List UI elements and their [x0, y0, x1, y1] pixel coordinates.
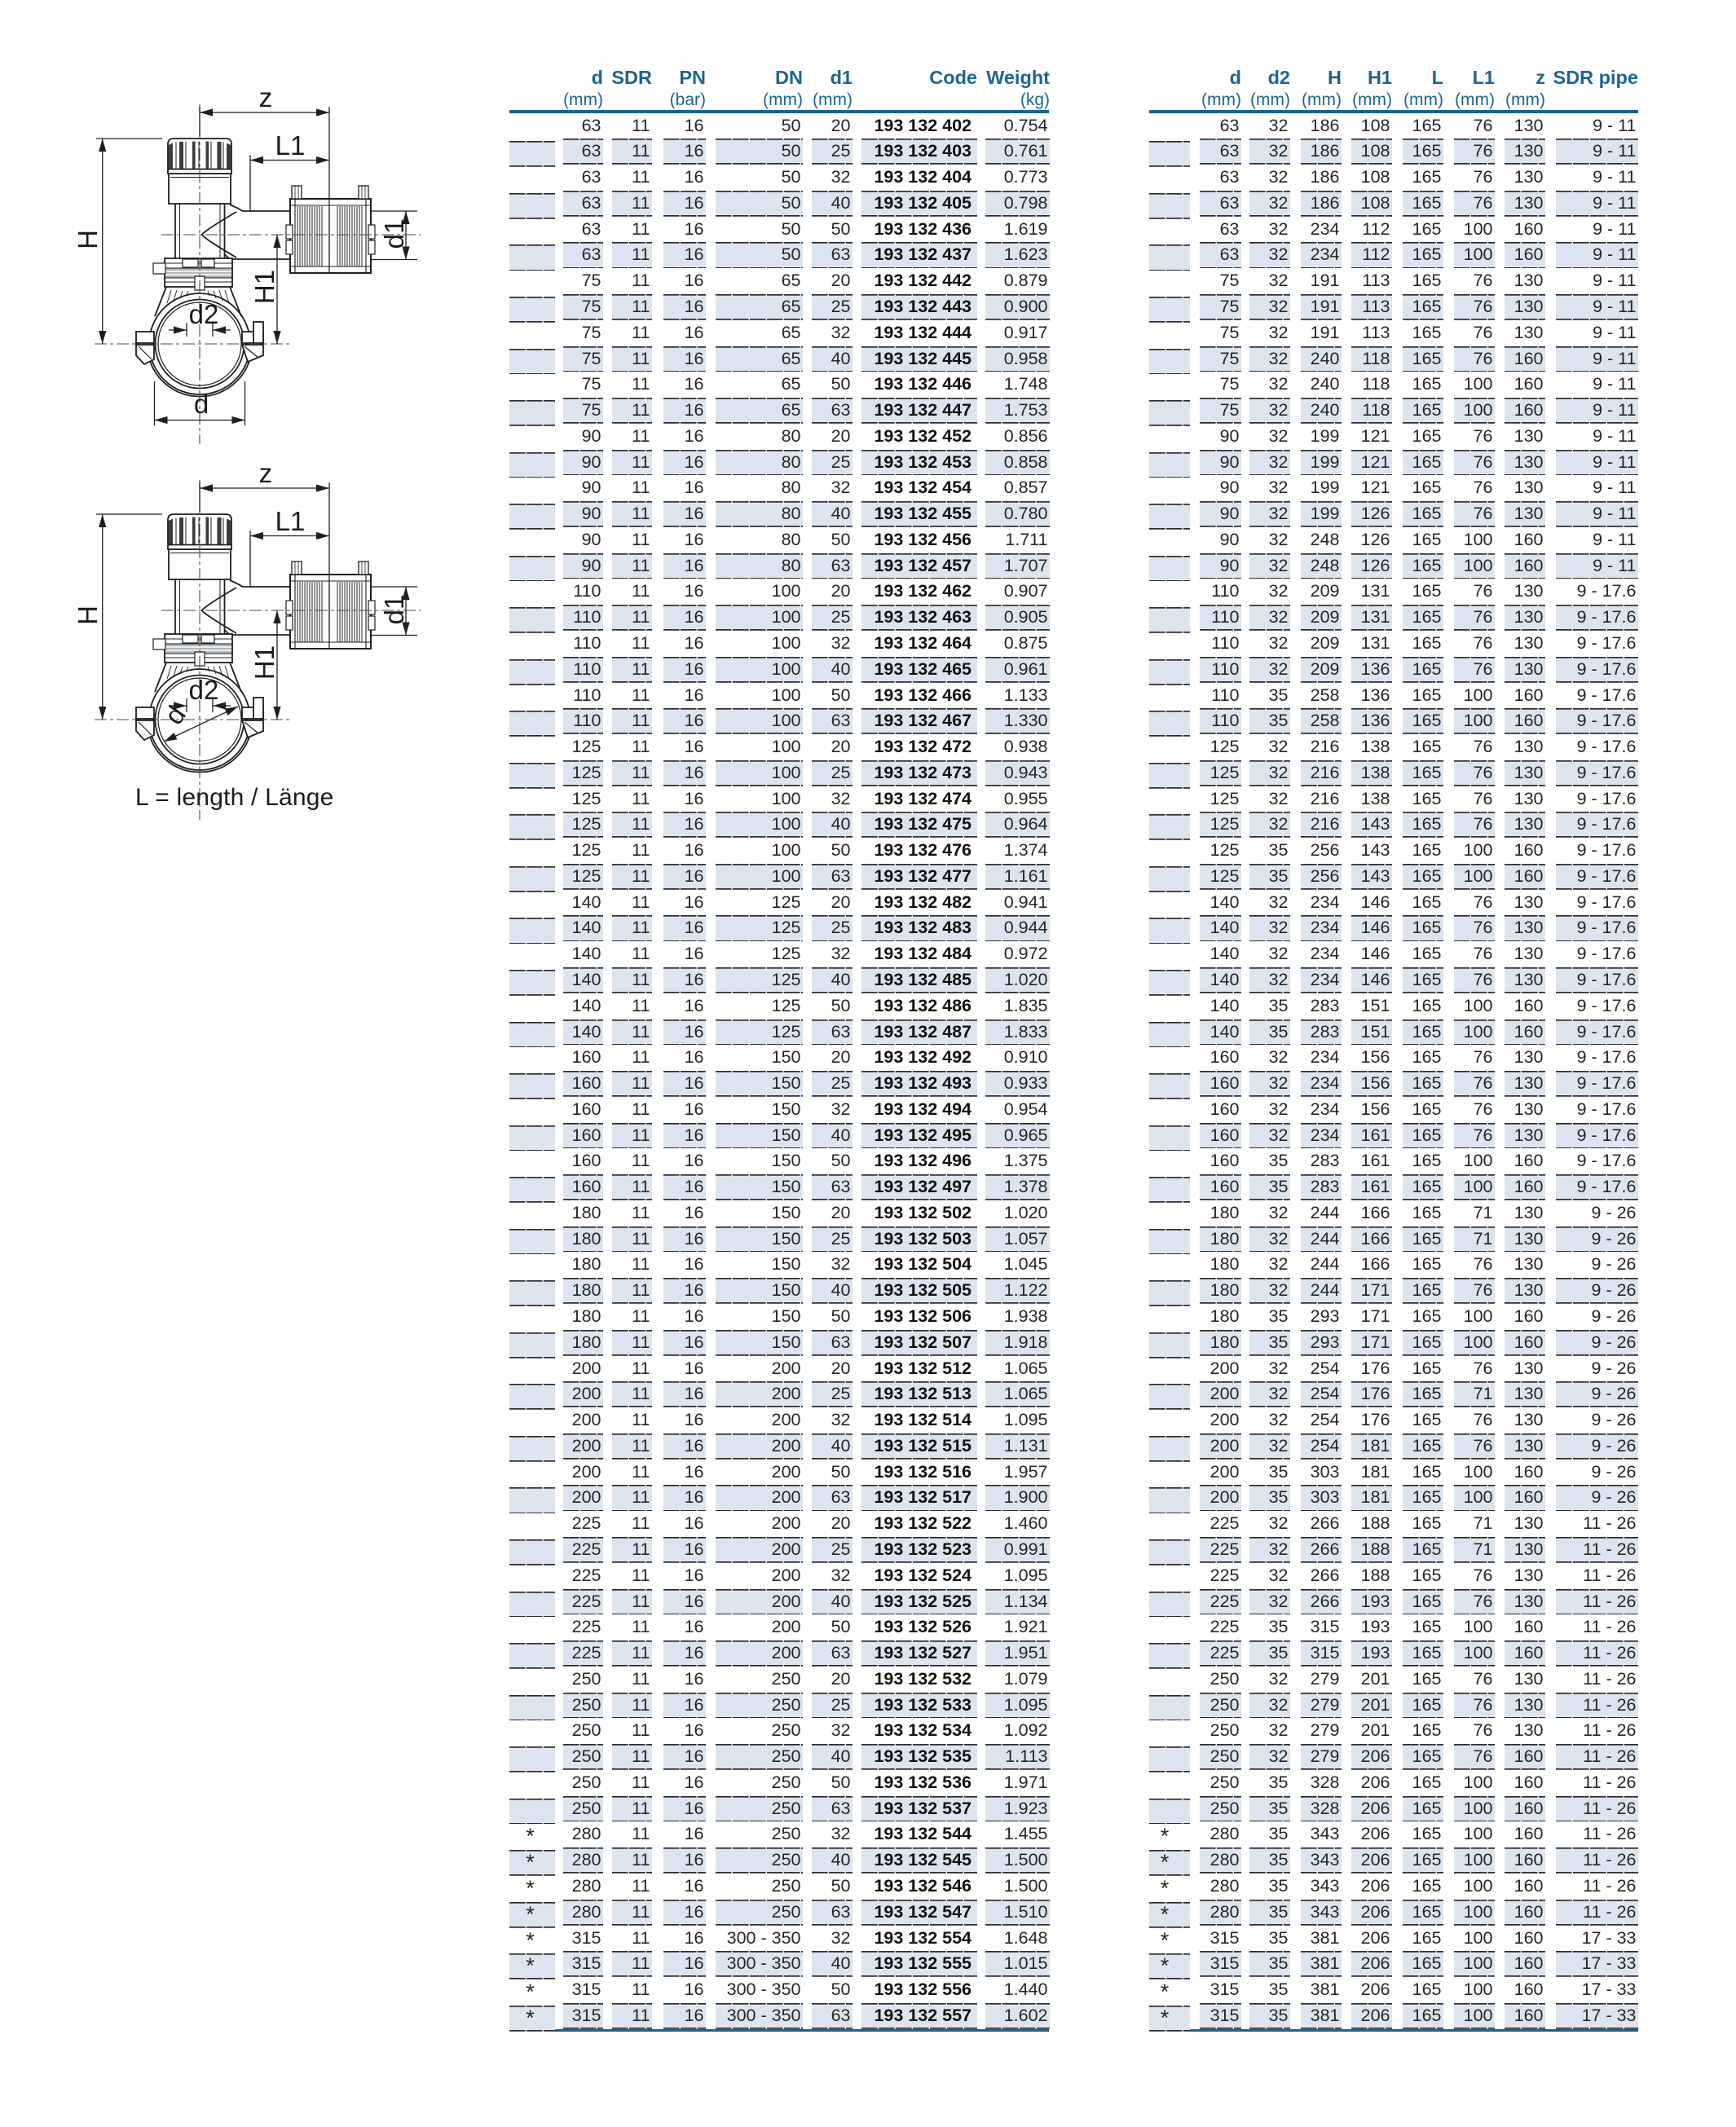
svg-text:L = length / Länge: L = length / Länge — [135, 784, 334, 811]
svg-text:H1: H1 — [249, 270, 280, 304]
svg-text:d: d — [194, 389, 209, 419]
svg-text:H: H — [73, 230, 103, 249]
svg-text:z: z — [259, 458, 273, 488]
svg-text:d2: d2 — [189, 299, 219, 329]
svg-text:H: H — [73, 606, 103, 625]
svg-text:L1: L1 — [275, 130, 306, 161]
svg-text:L1: L1 — [275, 506, 306, 536]
svg-text:H1: H1 — [249, 645, 280, 680]
svg-text:d1: d1 — [379, 595, 409, 625]
svg-text:z: z — [259, 82, 273, 112]
svg-text:d1: d1 — [379, 219, 409, 249]
svg-text:d2: d2 — [189, 675, 219, 705]
